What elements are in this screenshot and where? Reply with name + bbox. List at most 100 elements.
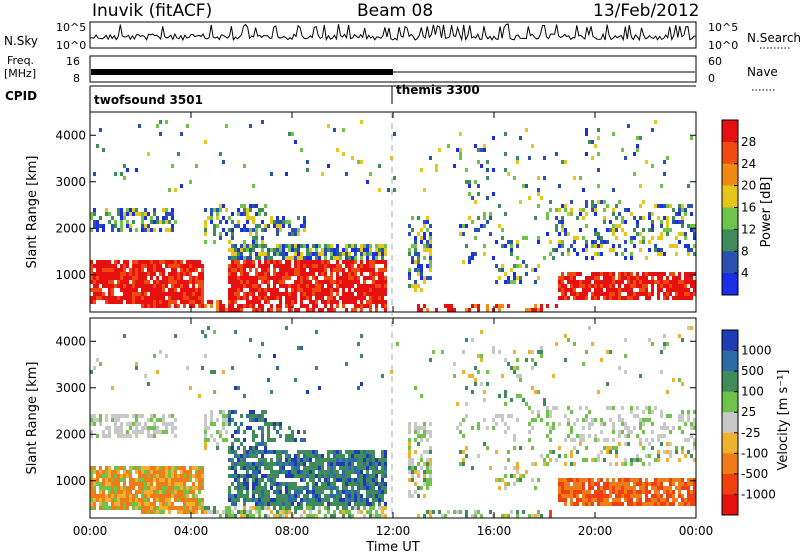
heatmap-cell: [447, 304, 450, 308]
heatmap-cell: [246, 284, 249, 288]
heatmap-cell: [111, 216, 114, 220]
heatmap-cell: [321, 498, 324, 502]
heatmap-cell: [273, 514, 276, 518]
colorbar-swatch: [722, 207, 738, 230]
heatmap-cell: [684, 498, 687, 502]
heatmap-cell: [594, 212, 597, 216]
heatmap-cell: [690, 136, 693, 140]
heatmap-cell: [522, 236, 525, 240]
heatmap-cell: [282, 502, 285, 506]
heatmap-cell: [102, 260, 105, 264]
heatmap-cell: [690, 498, 693, 502]
heatmap-cell: [414, 280, 417, 284]
heatmap-cell: [147, 502, 150, 506]
heatmap-cell: [153, 304, 156, 308]
heatmap-cell: [369, 300, 372, 304]
heatmap-cell: [606, 296, 609, 300]
heatmap-cell: [159, 280, 162, 284]
heatmap-cell: [354, 494, 357, 498]
heatmap-cell: [642, 236, 645, 240]
heatmap-cell: [315, 466, 318, 470]
heatmap-cell: [249, 426, 252, 430]
heatmap-cell: [240, 466, 243, 470]
heatmap-cell: [108, 284, 111, 288]
heatmap-cell: [684, 292, 687, 296]
heatmap-cell: [252, 454, 255, 458]
heatmap-cell: [135, 502, 138, 506]
heatmap-cell: [678, 296, 681, 300]
heatmap-cell: [162, 506, 165, 510]
heatmap-cell: [321, 458, 324, 462]
heatmap-cell: [576, 494, 579, 498]
heatmap-cell: [126, 288, 129, 292]
heatmap-cell: [147, 470, 150, 474]
heatmap-cell: [318, 272, 321, 276]
heatmap-cell: [162, 494, 165, 498]
heatmap-cell: [690, 478, 693, 482]
heatmap-cell: [165, 280, 168, 284]
heatmap-cell: [126, 280, 129, 284]
heatmap-cell: [330, 494, 333, 498]
heatmap-cell: [129, 296, 132, 300]
heatmap-cell: [132, 280, 135, 284]
heatmap-cell: [309, 514, 312, 518]
heatmap-cell: [318, 458, 321, 462]
heatmap-cell: [675, 236, 678, 240]
heatmap-cell: [189, 276, 192, 280]
heatmap-cell: [267, 272, 270, 276]
heatmap-cell: [378, 482, 381, 486]
heatmap-cell: [663, 346, 666, 350]
heatmap-cell: [252, 446, 255, 450]
heatmap-cell: [243, 438, 246, 442]
heatmap-cell: [102, 434, 105, 438]
heatmap-cell: [222, 160, 225, 164]
heatmap-cell: [381, 268, 384, 272]
heatmap-cell: [531, 462, 534, 466]
heatmap-cell: [288, 434, 291, 438]
heatmap-cell: [105, 474, 108, 478]
heatmap-cell: [324, 244, 327, 248]
heatmap-cell: [360, 120, 363, 124]
heatmap-cell: [120, 494, 123, 498]
heatmap-cell: [261, 276, 264, 280]
heatmap-cell: [546, 232, 549, 236]
heatmap-cell: [222, 422, 225, 426]
heatmap-cell: [111, 482, 114, 486]
freq-strip-frame: [89, 55, 697, 83]
heatmap-cell: [654, 280, 657, 284]
heatmap-cell: [531, 514, 534, 518]
heatmap-cell: [114, 264, 117, 268]
heatmap-cell: [120, 220, 123, 224]
heatmap-cell: [300, 252, 303, 256]
heatmap-cell: [306, 168, 309, 172]
heatmap-cell: [459, 132, 462, 136]
heatmap-cell: [240, 252, 243, 256]
heatmap-cell: [192, 482, 195, 486]
heatmap-cell: [114, 430, 117, 434]
heatmap-cell: [603, 292, 606, 296]
heatmap-cell: [255, 232, 258, 236]
heatmap-cell: [201, 486, 204, 490]
heatmap-cell: [570, 430, 573, 434]
heatmap-cell: [561, 284, 564, 288]
x-axis-ticks: 00:00 04:00 08:00 12:00 16:00 20:00 00:00: [73, 112, 713, 538]
heatmap-cell: [252, 434, 255, 438]
heatmap-cell: [336, 256, 339, 260]
heatmap-cell: [177, 490, 180, 494]
heatmap-cell: [528, 350, 531, 354]
heatmap-cell: [318, 280, 321, 284]
heatmap-cell: [693, 228, 696, 232]
heatmap-cell: [573, 342, 576, 346]
heatmap-cell: [570, 212, 573, 216]
heatmap-cell: [519, 276, 522, 280]
heatmap-cell: [681, 296, 684, 300]
heatmap-cell: [267, 462, 270, 466]
heatmap-cell: [291, 462, 294, 466]
heatmap-cell: [522, 398, 525, 402]
heatmap-cell: [204, 506, 207, 510]
heatmap-cell: [300, 288, 303, 292]
heatmap-cell: [102, 430, 105, 434]
heatmap-cell: [531, 144, 534, 148]
heatmap-cell: [594, 482, 597, 486]
heatmap-cell: [642, 446, 645, 450]
